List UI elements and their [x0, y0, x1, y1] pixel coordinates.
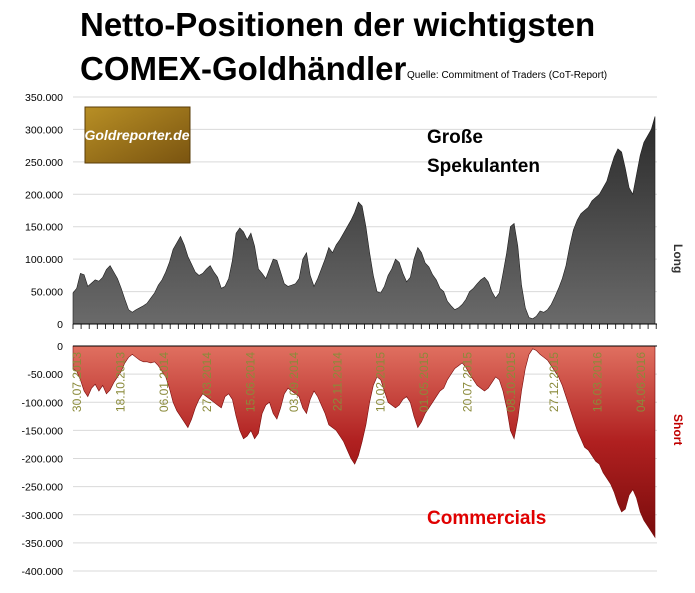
x-tick-label: 06.01.2014	[157, 352, 171, 412]
ylabel-short: Short	[671, 414, 685, 445]
upper-x-axis-ticks	[72, 324, 657, 329]
upper-y-tick-label: 0	[57, 319, 63, 331]
x-tick-label: 15.06.2014	[244, 352, 258, 412]
long-area-series	[72, 116, 656, 325]
series-label-speculators-line2: Spekulanten	[427, 156, 540, 177]
upper-y-tick-label: 250.000	[25, 157, 63, 169]
upper-y-tick-label: 50.000	[31, 287, 63, 299]
upper-y-tick-label: 300.000	[25, 124, 63, 136]
upper-y-tick-label: 350.000	[25, 92, 63, 104]
x-tick-label: 27.03.2014	[200, 352, 214, 412]
short-area-series	[72, 345, 656, 539]
lower-y-tick-labels: 0 -50.000 -100.000 -150.000 -200.000 -250.000…	[22, 341, 64, 578]
x-tick-label: 10.02.2015	[374, 352, 388, 412]
x-tick-label: 01.05.2015	[417, 352, 431, 412]
source-note: Quelle: Commitment of Traders (CoT-Repor…	[407, 70, 608, 81]
x-tick-label: 27.12.2015	[547, 352, 561, 412]
series-label-commercials: Commercials	[427, 508, 546, 529]
x-tick-label: 16.03.2016	[591, 352, 605, 412]
chart-title-line1: Netto-Positionen der wichtigsten	[80, 6, 596, 43]
x-tick-labels: 30.07.2013 18.10.2013 06.01.2014 27.03.2014…	[70, 352, 648, 412]
lower-y-tick-label: -100.000	[22, 397, 64, 409]
x-tick-label: 20.07.2015	[460, 352, 474, 412]
lower-y-tick-label: -150.000	[22, 425, 64, 437]
x-tick-label: 22.11.2014	[330, 352, 344, 411]
lower-y-tick-label: -400.000	[22, 566, 64, 578]
x-tick-label: 08.10.2015	[504, 352, 518, 412]
series-label-speculators-line1: Große	[427, 127, 483, 148]
goldreporter-logo: Goldreporter.de	[84, 106, 191, 164]
upper-y-tick-labels: 0 50.000 100.000 150.000 200.000 250.000 300.0…	[25, 92, 63, 331]
lower-y-tick-label: -350.000	[22, 538, 64, 550]
x-tick-label: 18.10.2013	[113, 352, 127, 412]
lower-y-tick-label: 0	[57, 341, 63, 353]
upper-y-tick-label: 200.000	[25, 189, 63, 201]
upper-y-tick-label: 150.000	[25, 222, 63, 234]
logo-text: Goldreporter.de	[84, 127, 189, 143]
x-tick-label: 30.07.2013	[70, 352, 84, 412]
ylabel-long: Long	[671, 244, 685, 273]
x-tick-label: 03.09.2014	[287, 352, 301, 412]
lower-y-tick-label: -200.000	[22, 454, 64, 466]
lower-y-tick-label: -50.000	[27, 369, 63, 381]
upper-y-tick-label: 100.000	[25, 254, 63, 266]
chart-title-line2: COMEX-Goldhändler	[80, 50, 407, 87]
x-tick-label: 04.06.2016	[634, 352, 648, 412]
lower-y-tick-label: -250.000	[22, 482, 64, 494]
lower-y-tick-label: -300.000	[22, 510, 64, 522]
